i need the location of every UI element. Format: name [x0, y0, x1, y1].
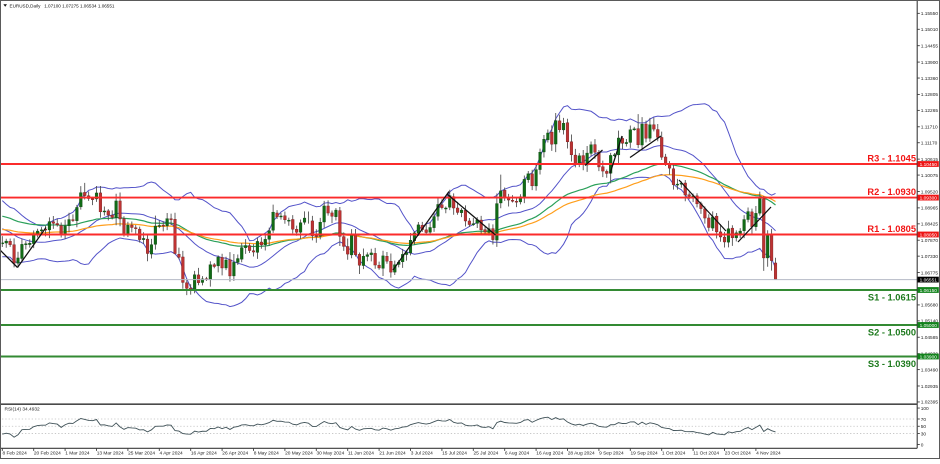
- svg-text:1.14455: 1.14455: [921, 43, 939, 49]
- svg-text:30 May 2024: 30 May 2024: [317, 450, 345, 456]
- svg-text:1.06775: 1.06775: [921, 270, 939, 276]
- svg-text:19 Sep 2024: 19 Sep 2024: [631, 450, 659, 456]
- svg-text:6 Aug 2024: 6 Aug 2024: [505, 450, 530, 456]
- svg-text:30: 30: [921, 431, 927, 437]
- svg-text:1.04585: 1.04585: [921, 335, 939, 341]
- svg-text:1.02935: 1.02935: [921, 384, 939, 390]
- svg-text:1.10450: 1.10450: [920, 162, 938, 168]
- svg-text:1.12265: 1.12265: [921, 108, 939, 114]
- svg-text:1.07330: 1.07330: [921, 254, 939, 260]
- svg-text:1.08050: 1.08050: [920, 232, 938, 238]
- svg-text:4 Apr 2024: 4 Apr 2024: [160, 450, 184, 456]
- svg-text:1.05680: 1.05680: [921, 303, 939, 309]
- svg-text:21 Jun 2024: 21 Jun 2024: [379, 450, 406, 456]
- svg-text:1.11170: 1.11170: [921, 141, 938, 147]
- svg-text:1.03900: 1.03900: [920, 354, 938, 360]
- svg-text:11 Oct 2024: 11 Oct 2024: [693, 450, 719, 456]
- svg-text:1.06150: 1.06150: [920, 288, 938, 294]
- svg-text:15 Jul 2024: 15 Jul 2024: [442, 450, 467, 456]
- svg-text:1.07870: 1.07870: [921, 238, 939, 244]
- svg-text:0: 0: [921, 442, 924, 448]
- svg-text:S3 - 1.0390: S3 - 1.0390: [868, 359, 916, 369]
- svg-text:S1 - 1.0615: S1 - 1.0615: [868, 293, 916, 303]
- svg-text:25 Mar 2024: 25 Mar 2024: [128, 450, 155, 456]
- svg-text:1.10075: 1.10075: [921, 173, 939, 179]
- svg-text:R3 - 1.1045: R3 - 1.1045: [867, 153, 916, 163]
- svg-text:16 Apr 2024: 16 Apr 2024: [191, 450, 217, 456]
- svg-text:23 Oct 2024: 23 Oct 2024: [725, 450, 751, 456]
- svg-text:S2 - 1.0500: S2 - 1.0500: [868, 328, 916, 338]
- svg-text:1.13360: 1.13360: [921, 76, 939, 82]
- svg-text:1.09300: 1.09300: [920, 196, 938, 202]
- svg-text:1.06551: 1.06551: [920, 278, 938, 284]
- svg-text:11 Jun 2024: 11 Jun 2024: [348, 450, 374, 456]
- svg-text:16 Aug 2024: 16 Aug 2024: [536, 450, 563, 456]
- svg-text:25 Jul 2024: 25 Jul 2024: [474, 450, 499, 456]
- svg-text:1.03490: 1.03490: [921, 367, 939, 373]
- svg-text:1.13900: 1.13900: [921, 60, 939, 66]
- svg-text:1 Oct 2024: 1 Oct 2024: [662, 450, 686, 456]
- svg-text:20 May 2024: 20 May 2024: [285, 450, 313, 456]
- svg-text:1 Mar 2024: 1 Mar 2024: [65, 450, 90, 456]
- svg-text:1.12805: 1.12805: [921, 92, 939, 98]
- svg-text:8 Feb 2024: 8 Feb 2024: [3, 450, 28, 456]
- svg-text:100: 100: [921, 406, 929, 412]
- svg-text:1.08965: 1.08965: [921, 206, 939, 212]
- svg-text:20 Feb 2024: 20 Feb 2024: [34, 450, 61, 456]
- svg-text:R2 - 1.0930: R2 - 1.0930: [867, 187, 916, 197]
- svg-text:RSI(14) 34.4932: RSI(14) 34.4932: [5, 407, 41, 413]
- svg-text:1.05000: 1.05000: [920, 323, 938, 329]
- svg-text:70: 70: [921, 417, 927, 423]
- svg-text:4 Nov 2024: 4 Nov 2024: [756, 450, 781, 456]
- svg-text:1.11710: 1.11710: [921, 125, 938, 131]
- svg-text:13 Mar 2024: 13 Mar 2024: [97, 450, 124, 456]
- svg-text:1.08425: 1.08425: [921, 222, 939, 228]
- svg-text:1.15550: 1.15550: [921, 11, 939, 17]
- svg-text:1.02395: 1.02395: [921, 400, 939, 406]
- svg-text:1.09520: 1.09520: [921, 189, 939, 195]
- svg-text:3 Jul 2024: 3 Jul 2024: [411, 450, 433, 456]
- svg-text:EURUSD,Daily 1.07100 1.07275: EURUSD,Daily 1.07100 1.07275 1.06534 1.0…: [10, 3, 115, 8]
- svg-text:50: 50: [921, 424, 927, 430]
- svg-text:R1 - 1.0805: R1 - 1.0805: [867, 224, 916, 234]
- svg-text:1.15010: 1.15010: [921, 27, 939, 33]
- svg-text:9 Sep 2024: 9 Sep 2024: [599, 450, 624, 456]
- svg-text:26 Apr 2024: 26 Apr 2024: [222, 450, 248, 456]
- svg-text:28 Aug 2024: 28 Aug 2024: [568, 450, 595, 456]
- svg-text:8 May 2024: 8 May 2024: [254, 450, 279, 456]
